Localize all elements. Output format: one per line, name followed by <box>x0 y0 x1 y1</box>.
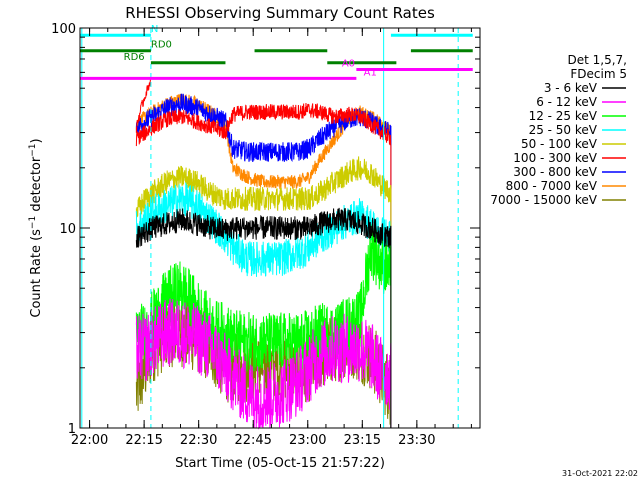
x-tick-label: 23:00 <box>289 433 326 448</box>
x-tick-label: 22:45 <box>234 433 271 448</box>
x-tick-label: 22:30 <box>180 433 217 448</box>
y-tick-label: 100 <box>51 22 76 37</box>
y-tick-label: 10 <box>59 222 76 237</box>
legend-entry-label: 100 - 300 keV <box>513 151 597 165</box>
legend-entry-label: 3 - 6 keV <box>544 81 598 95</box>
legend-entry-label: 25 - 50 keV <box>529 123 598 137</box>
legend-entry-label: 300 - 800 keV <box>513 165 597 179</box>
series-spike-100-300kev <box>135 79 152 133</box>
series-line-3-6keV <box>135 207 392 428</box>
legend-entry-label: 50 - 100 keV <box>521 137 598 151</box>
x-axis-label: Start Time (05-Oct-15 21:57:22) <box>175 456 385 471</box>
series-line-12-25keV <box>135 224 392 428</box>
flag-label-RD6: RD6 <box>124 52 145 63</box>
series-line-100-300keV <box>135 102 392 428</box>
generated-timestamp: 31-Oct-2021 22:02 <box>562 469 638 478</box>
flag-label-A1: A1 <box>364 67 377 78</box>
legend-header-line-1: Det 1,5,7, <box>568 53 628 67</box>
x-tick-label: 23:30 <box>398 433 435 448</box>
flag-label-N: N <box>151 24 158 35</box>
legend-entry-label: 12 - 25 keV <box>529 109 598 123</box>
legend-entry-label: 7000 - 15000 keV <box>490 193 597 207</box>
x-tick-label: 22:15 <box>125 433 162 448</box>
axes-layer: 22:00 22:15 22:30 22:45 23:00 23:15 23:30 1 10 10… <box>51 22 480 448</box>
x-tick-label: 22:00 <box>71 433 108 448</box>
legend-entry-label: 800 - 7000 keV <box>506 179 598 193</box>
legend-entry-label: 6 - 12 keV <box>536 95 598 109</box>
legend-header-line-2: FDecim 5 <box>570 67 627 81</box>
x-tick-label: 23:15 <box>344 433 381 448</box>
series-line-6-12keV <box>135 298 392 430</box>
chart-title: RHESSI Observing Summary Count Rates <box>125 4 435 22</box>
flag-label-RD0: RD0 <box>151 40 172 51</box>
y-tick-label: 1 <box>68 422 76 437</box>
series-layer <box>135 79 392 430</box>
y-axis-label: Count Rate (s−1 detector−1) <box>28 138 44 317</box>
flag-label-A0: A0 <box>342 59 355 70</box>
